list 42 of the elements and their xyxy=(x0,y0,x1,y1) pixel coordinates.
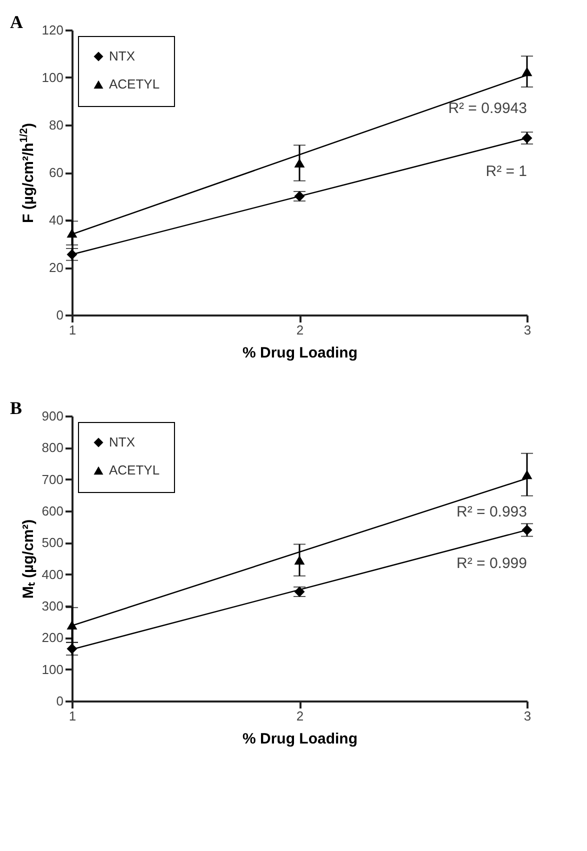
legend-label: NTX xyxy=(109,434,136,450)
y-axis-title: Mₜ (µg/cm²) xyxy=(20,519,37,599)
y-tick-label: 80 xyxy=(49,118,64,132)
point xyxy=(294,556,305,565)
y-tick-label: 700 xyxy=(42,472,64,487)
x-tick-label: 1 xyxy=(68,322,76,338)
legend-label: ACETYL xyxy=(109,76,160,92)
point xyxy=(522,470,532,480)
y-tick-label: 400 xyxy=(42,566,64,582)
x-tick-label: 3 xyxy=(524,708,532,724)
x-axis-title: % Drug Loading xyxy=(242,344,358,362)
point xyxy=(66,228,78,238)
y-tick-label: 200 xyxy=(42,630,64,646)
y-tick-label: 800 xyxy=(42,440,64,456)
chart-title: A xyxy=(10,12,23,32)
y-tick-label: 500 xyxy=(42,535,64,550)
y-tick-label: 120 xyxy=(42,22,64,38)
y-tick-label: 0 xyxy=(56,308,64,322)
x-axis-title: % Drug Loading xyxy=(242,730,358,748)
x-tick-label: 2 xyxy=(296,322,304,338)
annotation: R² = 1 xyxy=(486,163,527,180)
y-tick-label: 20 xyxy=(49,260,64,275)
x-tick-label: 3 xyxy=(524,322,532,338)
annotation: R² = 0.999 xyxy=(456,555,527,572)
x-tick-label: 2 xyxy=(296,708,304,724)
y-tick-label: 300 xyxy=(42,598,64,614)
point xyxy=(522,67,532,76)
x-tick-label: 1 xyxy=(68,708,76,724)
y-tick-label: 100 xyxy=(42,662,64,677)
y-tick-label: 600 xyxy=(42,504,64,518)
y-tick-label: 40 xyxy=(49,212,64,228)
legend-label: NTX xyxy=(109,48,136,64)
y-tick-label: 100 xyxy=(42,70,64,85)
annotation: R² = 0.993 xyxy=(456,503,527,520)
y-tick-label: 60 xyxy=(49,165,64,180)
chart-title: B xyxy=(10,398,22,418)
point xyxy=(66,620,78,630)
point xyxy=(294,158,305,168)
annotation: R² = 0.9943 xyxy=(448,100,527,118)
y-tick-label: 0 xyxy=(56,694,64,708)
y-tick-label: 900 xyxy=(42,408,64,424)
legend-label: ACETYL xyxy=(109,462,160,478)
